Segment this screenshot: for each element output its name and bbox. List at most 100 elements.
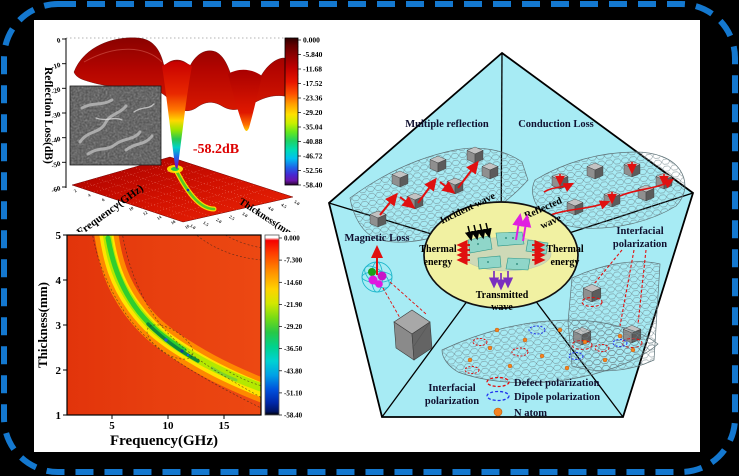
min-rl-annotation: -58.2dB bbox=[193, 142, 239, 157]
svg-text:-17.52: -17.52 bbox=[303, 79, 323, 88]
z-tick: -10 bbox=[50, 61, 62, 72]
svg-text:5: 5 bbox=[56, 230, 62, 242]
thermal-left-arrows bbox=[456, 239, 470, 266]
section-magnetic-loss: Magnetic Loss bbox=[344, 233, 433, 361]
svg-text:-29.20: -29.20 bbox=[303, 108, 323, 117]
rl-contour-plot: 5 4 3 2 1 Thickness(mm) 5 10 15 Frequenc… bbox=[36, 230, 303, 449]
n-atom-dots bbox=[467, 327, 636, 371]
svg-text:5: 5 bbox=[109, 420, 115, 432]
interfacial-bottom-label-1: Interfacial bbox=[428, 383, 475, 394]
dipole-legend-icon bbox=[486, 390, 510, 402]
section-interfacial-bottom: Interfacial polarization Defect polariza… bbox=[425, 319, 659, 419]
svg-text:-36.50: -36.50 bbox=[284, 345, 303, 353]
sem-inset-image bbox=[69, 85, 162, 166]
transmitted-wave-arrows bbox=[488, 271, 514, 291]
zoom-link-lines bbox=[382, 281, 427, 319]
svg-text:18: 18 bbox=[184, 223, 191, 230]
defect-circles bbox=[464, 338, 610, 374]
svg-text:-43.80: -43.80 bbox=[284, 367, 303, 375]
reflected-wave-arrows bbox=[512, 213, 532, 242]
svg-text:14: 14 bbox=[156, 214, 163, 221]
colorbar-contour: 0.000 -7.300 -14.60 -21.90 -29.20 -36.50… bbox=[264, 235, 303, 420]
section-conduction-loss: Conduction Loss bbox=[518, 119, 686, 229]
defect-legend-icon bbox=[486, 376, 510, 388]
defect-legend-label: Defect polarization bbox=[514, 378, 600, 389]
x-axis-contour: 5 10 15 Frequency(GHz) bbox=[109, 415, 230, 449]
conduction-loss-label: Conduction Loss bbox=[518, 119, 594, 130]
y-axis-contour: 5 4 3 2 1 Thickness(mm) bbox=[36, 230, 67, 422]
thermal-right-label-2: energy bbox=[551, 257, 580, 268]
magnetic-particle-green bbox=[368, 268, 376, 276]
z-axis: 0 -10 -20 -30 -40 -50 -60 Reflection Los… bbox=[42, 36, 67, 195]
graphene-sheet bbox=[441, 319, 659, 384]
svg-text:2.5: 2.5 bbox=[228, 214, 236, 222]
section-multiple-reflection: Multiple reflection bbox=[349, 119, 529, 243]
svg-text:-58.40: -58.40 bbox=[284, 412, 303, 420]
polarization-legend: Defect polarization Dipole polarization … bbox=[486, 376, 600, 419]
magnetic-loss-label: Magnetic Loss bbox=[344, 233, 409, 244]
n-atom-legend-icon bbox=[493, 407, 503, 417]
thermal-right-arrows bbox=[532, 239, 546, 266]
svg-text:12: 12 bbox=[142, 210, 148, 217]
3d-axes-frame bbox=[66, 37, 299, 84]
svg-text:5.0: 5.0 bbox=[293, 199, 301, 207]
svg-text:-51.10: -51.10 bbox=[284, 389, 303, 397]
svg-text:6: 6 bbox=[101, 197, 106, 203]
svg-text:4.0: 4.0 bbox=[267, 205, 275, 213]
svg-text:2: 2 bbox=[56, 365, 62, 377]
svg-text:3.5: 3.5 bbox=[254, 208, 262, 216]
svg-text:-40.88: -40.88 bbox=[303, 137, 323, 146]
svg-text:1.5: 1.5 bbox=[202, 220, 210, 228]
svg-text:-46.72: -46.72 bbox=[303, 152, 323, 161]
absorption-funnel bbox=[162, 61, 192, 169]
svg-text:1.0: 1.0 bbox=[189, 223, 197, 231]
svg-text:10: 10 bbox=[128, 205, 135, 212]
svg-text:-5.840: -5.840 bbox=[303, 50, 323, 59]
mechanism-pentagon: Multiple reflection Conduction Loss bbox=[327, 51, 695, 419]
z-tick: -60 bbox=[50, 184, 62, 195]
3d-floor-plane bbox=[71, 156, 294, 223]
magnetic-particle bbox=[375, 280, 383, 288]
svg-text:-23.36: -23.36 bbox=[303, 94, 323, 103]
magnetic-particle bbox=[368, 275, 378, 285]
interfacial-bottom-label-2: polarization bbox=[425, 396, 479, 407]
thermal-left-label-1: Thermal bbox=[419, 244, 456, 255]
z-tick: -40 bbox=[50, 135, 62, 146]
contour-field bbox=[67, 235, 261, 415]
svg-text:0.000: 0.000 bbox=[303, 36, 320, 45]
svg-text:1: 1 bbox=[56, 410, 62, 422]
svg-text:3.0: 3.0 bbox=[241, 211, 249, 219]
svg-text:15: 15 bbox=[219, 420, 231, 432]
svg-text:16: 16 bbox=[170, 219, 177, 226]
svg-text:4.5: 4.5 bbox=[280, 202, 288, 210]
z-tick: -30 bbox=[50, 110, 62, 121]
interfacial-right-label-2: polarization bbox=[613, 239, 667, 250]
svg-text:-58.40: -58.40 bbox=[303, 181, 323, 190]
svg-text:-52.56: -52.56 bbox=[303, 166, 323, 175]
n-atom-legend-label: N atom bbox=[514, 408, 547, 419]
svg-text:-29.20: -29.20 bbox=[284, 323, 303, 331]
dipole-legend-label: Dipole polarization bbox=[514, 392, 600, 403]
z-tick: 0 bbox=[56, 36, 62, 45]
svg-text:-14.60: -14.60 bbox=[284, 279, 303, 287]
multiple-reflection-label: Multiple reflection bbox=[405, 119, 489, 130]
colorbar-3d: 0.000 -5.840 -11.68 -17.52 -23.36 -29.20… bbox=[284, 36, 323, 190]
big-cube bbox=[393, 309, 433, 361]
magnetic-particle bbox=[377, 271, 387, 281]
svg-text:4: 4 bbox=[56, 275, 62, 287]
floor-minimum-trench bbox=[173, 167, 217, 212]
z-tick: -20 bbox=[50, 85, 62, 96]
svg-text:0.000: 0.000 bbox=[284, 235, 300, 243]
svg-text:-35.04: -35.04 bbox=[303, 123, 323, 132]
thermal-right-label-1: Thermal bbox=[546, 244, 583, 255]
conduction-arrows bbox=[543, 162, 675, 217]
z-axis-label: Reflection Loss(dB) bbox=[42, 67, 54, 164]
svg-text:-7.300: -7.300 bbox=[284, 257, 303, 265]
rl-3d-surface-plot: 0 -10 -20 -30 -40 -50 -60 Reflection Los… bbox=[42, 36, 323, 233]
fragment-speckle bbox=[477, 237, 536, 265]
y-axis-label-contour: Thickness(mm) bbox=[36, 282, 50, 368]
transmitted-wave-label-1: Transmitted bbox=[476, 290, 529, 301]
secondary-dip bbox=[228, 69, 262, 131]
